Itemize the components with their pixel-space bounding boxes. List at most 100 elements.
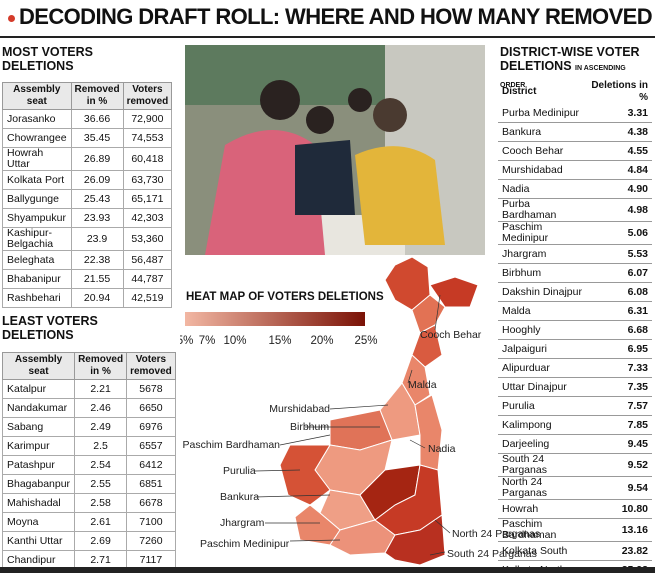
table-row: Purba Bardhaman 4.98 — [498, 198, 652, 222]
table-cell: 44,787 — [122, 269, 173, 289]
table-row: Mahishadal 2.58 6678 — [1, 493, 176, 513]
table-cell: 4.38 — [586, 122, 652, 142]
table-cell: Alipurduar — [498, 358, 587, 378]
table-cell: 6557 — [126, 436, 176, 456]
table-cell: Jhargram — [498, 244, 587, 264]
table-row: Kolkata South 23.82 — [498, 541, 652, 561]
table-cell: Patashpur — [1, 455, 76, 475]
table-row: Darjeeling 9.45 — [498, 434, 652, 454]
table-row: Jhargram 5.53 — [498, 244, 652, 264]
least-table: Assembly seat Removed in % Voters removed K… — [1, 352, 176, 570]
table-cell: Howrah — [498, 499, 587, 519]
column-header: Voters removed — [122, 82, 173, 110]
table-cell: Rashbehari — [2, 288, 72, 308]
table-cell: 23.93 — [70, 208, 124, 228]
section-title: LEAST VOTERS DELETIONS — [2, 314, 98, 342]
table-cell: Paschim Medinipur — [498, 221, 587, 245]
table-row: Paschim Medinipur 5.06 — [498, 221, 652, 245]
table-cell: Sabang — [1, 417, 76, 437]
table-cell: 60,418 — [122, 147, 173, 171]
table-row: Ballygunge 25.43 65,171 — [2, 189, 173, 209]
table-row: Shyampukur 23.93 42,303 — [2, 208, 173, 228]
table-cell: 2.61 — [74, 512, 128, 532]
table-row: Kashipur-Belgachia 23.9 53,360 — [2, 227, 173, 251]
table-cell: Shyampukur — [2, 208, 72, 228]
table-row: Chowrangee 35.45 74,553 — [2, 128, 173, 148]
table-cell: 7260 — [126, 531, 176, 551]
table-cell: Jorasanko — [2, 109, 72, 129]
table-cell: 2.21 — [74, 379, 128, 399]
table-cell: 9.54 — [586, 476, 652, 500]
table-row: Moyna 2.61 7100 — [1, 512, 176, 532]
table-cell: 21.55 — [70, 269, 124, 289]
table-row: Malda 6.31 — [498, 301, 652, 321]
column-header: District — [502, 86, 537, 97]
heatmap-title: HEAT MAP OF VOTERS DELETIONS — [186, 291, 384, 303]
table-cell: Chowrangee — [2, 128, 72, 148]
table-row: Rashbehari 20.94 42,519 — [2, 288, 173, 308]
column-header: Voters removed — [126, 352, 176, 380]
map-label: Cooch Behar — [420, 329, 482, 341]
table-cell: Howrah Uttar — [2, 147, 72, 171]
table-cell: 2.54 — [74, 455, 128, 475]
table-row: Howrah 10.80 — [498, 499, 652, 519]
section-title: DISTRICT-WISE VOTER DELETIONS IN ASCENDI… — [500, 45, 650, 93]
table-cell: Nadia — [498, 179, 587, 199]
table-cell: 63,730 — [122, 170, 173, 190]
map-label: Murshidabad — [269, 403, 330, 415]
table-cell: Kolkata Port — [2, 170, 72, 190]
table-cell: Uttar Dinajpur — [498, 377, 587, 397]
scale-label: 15% — [268, 335, 291, 347]
table-cell: Purba Bardhaman — [498, 198, 587, 222]
table-row: Jalpaiguri 6.95 — [498, 339, 652, 359]
table-row: Patashpur 2.54 6412 — [1, 455, 176, 475]
header-row: Assembly seat Removed in % Voters removed — [2, 82, 173, 110]
table-cell: 6678 — [126, 493, 176, 513]
table-row: Kanthi Uttar 2.69 7260 — [1, 531, 176, 551]
table-cell: 6.68 — [586, 320, 652, 340]
table-row: Birbhum 6.07 — [498, 263, 652, 283]
header-row: Assembly seat Removed in % Voters removed — [1, 352, 176, 380]
table-cell: 2.46 — [74, 398, 128, 418]
table-cell: 2.58 — [74, 493, 128, 513]
table-row: Nandakumar 2.46 6650 — [1, 398, 176, 418]
table-cell: Cooch Behar — [498, 141, 587, 161]
table-cell: 26.09 — [70, 170, 124, 190]
table-cell: Malda — [498, 301, 587, 321]
map-label: Purulia — [223, 465, 256, 477]
table-row: Uttar Dinajpur 7.35 — [498, 377, 652, 397]
table-cell: 6976 — [126, 417, 176, 437]
table-cell: 26.89 — [70, 147, 124, 171]
scale-label: 20% — [310, 335, 333, 347]
scale-label: 10% — [223, 335, 246, 347]
scale-label: 25% — [354, 335, 377, 347]
table-cell: 9.52 — [586, 453, 652, 477]
table-cell: Kashipur-Belgachia — [2, 227, 72, 251]
column-header: Removed in % — [74, 352, 128, 380]
table-cell: 65,171 — [122, 189, 173, 209]
table-row: Karimpur 2.5 6557 — [1, 436, 176, 456]
table-cell: 36.66 — [70, 109, 124, 129]
map-label: Bankura — [220, 491, 259, 503]
table-row: Paschim Bardhaman 13.16 — [498, 518, 652, 542]
table-cell: 6412 — [126, 455, 176, 475]
table-cell: 7.85 — [586, 415, 652, 435]
table-cell: South 24 Parganas — [498, 453, 587, 477]
table-cell: 5678 — [126, 379, 176, 399]
table-cell: 2.5 — [74, 436, 128, 456]
table-cell: 6.95 — [586, 339, 652, 359]
table-cell: Moyna — [1, 512, 76, 532]
table-row: Kolkata Port 26.09 63,730 — [2, 170, 173, 190]
table-cell: 6.31 — [586, 301, 652, 321]
footer-rule — [0, 567, 655, 573]
table-cell: 7.57 — [586, 396, 652, 416]
table-cell: Dakshin Dinajpur — [498, 282, 587, 302]
table-row: Bhagabanpur 2.55 6851 — [1, 474, 176, 494]
table-row: Bhabanipur 21.55 44,787 — [2, 269, 173, 289]
map-label: South 24 Parganas — [447, 548, 537, 560]
table-cell: 6.08 — [586, 282, 652, 302]
table-cell: Mahishadal — [1, 493, 76, 513]
table-cell: 6.07 — [586, 263, 652, 283]
table-cell: 4.84 — [586, 160, 652, 180]
table-cell: 42,303 — [122, 208, 173, 228]
